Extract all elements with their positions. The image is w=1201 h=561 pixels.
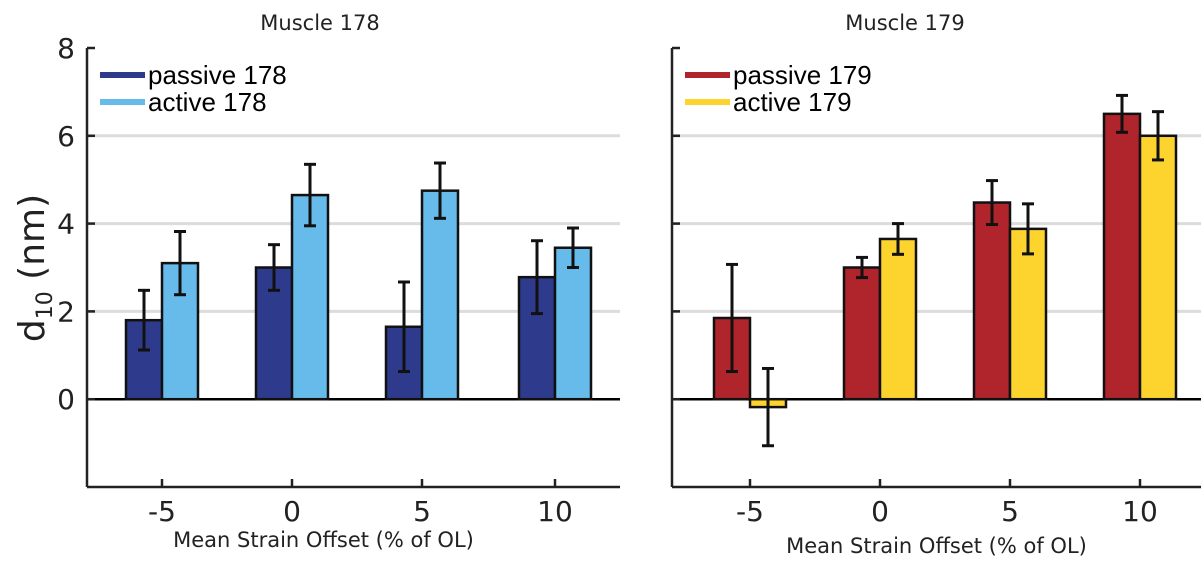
bar-passive-179-5 [972, 201, 1012, 401]
y-tick-label: 0 [57, 383, 75, 416]
bar-active-179-5 [1008, 227, 1048, 401]
y-tick-label: 4 [57, 208, 75, 241]
x-axis-label: Mean Strain Offset (% of OL) [173, 528, 474, 552]
bar-active-178-5 [420, 189, 460, 401]
x-tick-label: 5 [1001, 495, 1019, 528]
bar-passive-179-0 [842, 266, 882, 401]
x-tick-label: 10 [1122, 495, 1158, 528]
y-tick-label: 8 [57, 32, 75, 65]
legend-label: passive 179 [733, 60, 872, 90]
panel-1: 0 2 4 6 8 -5 0 5 10 Muscle 178 Mean Strain Offset … [57, 11, 620, 552]
x-tick-label: 5 [413, 495, 431, 528]
x-tick-label: -5 [148, 495, 176, 528]
x-tick-label: -5 [736, 495, 764, 528]
legend-label: active 179 [733, 87, 852, 117]
y-tick-label: 6 [57, 120, 75, 153]
y-tick-label: 2 [57, 295, 75, 328]
legend-label: active 178 [148, 87, 267, 117]
y-axis-label: d10 (nm) [12, 194, 58, 342]
bar-passive-179-10 [1102, 112, 1142, 401]
panel-2: -5 0 5 10 Muscle 179 Mean Strain Offset (% of… [670, 11, 1201, 558]
bar-active-179-10 [1138, 134, 1178, 401]
panel-title: Muscle 178 [260, 11, 379, 35]
bar-active-179-0 [878, 237, 918, 401]
x-axis-label: Mean Strain Offset (% of OL) [786, 534, 1087, 558]
x-tick-label: 10 [537, 495, 573, 528]
bar-active-178-10 [553, 246, 593, 401]
panel-title: Muscle 179 [845, 11, 964, 35]
x-tick-label: 0 [871, 495, 889, 528]
x-tick-label: 0 [283, 495, 301, 528]
legend-label: passive 178 [148, 60, 287, 90]
